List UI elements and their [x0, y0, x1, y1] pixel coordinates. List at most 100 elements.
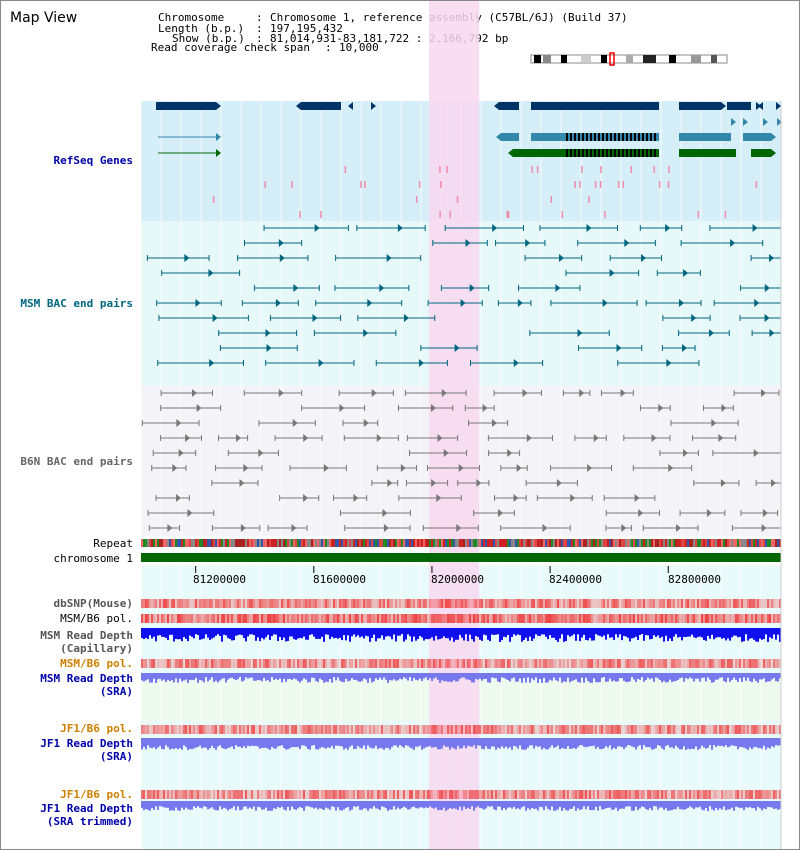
- read-depth-bar: [589, 628, 591, 638]
- heat-cell: [513, 790, 515, 799]
- read-depth-bar: [503, 628, 505, 637]
- track-label-jf1-depth[interactable]: JF1 Read Depth: [40, 737, 133, 750]
- heat-cell: [705, 790, 707, 799]
- heat-cell: [585, 725, 587, 734]
- read-depth-bar: [757, 673, 759, 683]
- heat-cell: [753, 790, 755, 799]
- read-depth-bar: [777, 801, 779, 810]
- repeat-element: [501, 539, 503, 547]
- heat-cell: [373, 599, 375, 608]
- bac-end-arrow: [730, 239, 736, 247]
- read-depth-bar: [225, 628, 227, 636]
- heat-cell: [589, 599, 591, 608]
- heat-cell: [741, 725, 743, 734]
- heat-cell: [777, 790, 779, 799]
- read-depth-bar: [235, 738, 237, 746]
- heat-cell: [431, 599, 433, 608]
- heat-cell: [391, 614, 393, 623]
- read-depth-bar: [695, 801, 697, 808]
- heat-cell: [559, 614, 561, 623]
- read-depth-bar: [209, 738, 211, 749]
- track-label-msm-pol-sra[interactable]: MSM/B6 pol.: [60, 657, 133, 670]
- heat-cell: [451, 725, 453, 734]
- repeat-element: [219, 539, 221, 547]
- heat-cell: [747, 725, 749, 734]
- track-label-refseq[interactable]: RefSeq Genes: [53, 154, 133, 167]
- read-depth-bar: [495, 801, 497, 811]
- track-label-jf1-pol[interactable]: JF1/B6 pol.: [60, 722, 133, 735]
- heat-cell: [239, 599, 241, 608]
- read-depth-bar: [203, 738, 205, 748]
- track-label-dbsnp[interactable]: dbSNP(Mouse): [53, 597, 133, 610]
- read-depth-bar: [683, 628, 685, 637]
- heat-cell: [533, 790, 535, 799]
- heat-cell: [147, 614, 149, 623]
- repeat-element: [535, 539, 537, 547]
- heat-cell: [575, 790, 577, 799]
- read-depth-bar: [169, 738, 171, 750]
- read-depth-bar: [419, 738, 421, 746]
- repeat-element: [349, 539, 351, 547]
- heat-cell: [473, 614, 475, 623]
- heat-cell: [279, 599, 281, 608]
- heat-cell: [483, 725, 485, 734]
- heat-cell: [751, 599, 753, 608]
- read-depth-bar: [617, 738, 619, 747]
- read-depth-bar: [563, 628, 565, 642]
- heat-cell: [619, 599, 621, 608]
- repeat-element: [203, 539, 205, 547]
- heat-cell: [757, 599, 759, 608]
- heat-cell: [457, 614, 459, 623]
- read-depth-bar: [219, 628, 221, 636]
- read-depth-bar: [163, 628, 165, 638]
- heat-cell: [303, 614, 305, 623]
- read-depth-bar: [289, 738, 291, 749]
- heat-cell: [145, 599, 147, 608]
- read-depth-bar: [631, 673, 633, 678]
- heat-cell: [447, 659, 449, 668]
- heat-cell: [713, 659, 715, 668]
- track-label-repeat[interactable]: Repeat: [93, 537, 133, 550]
- heat-cell: [525, 659, 527, 668]
- heat-cell: [359, 659, 361, 668]
- bac-end-arrow: [383, 524, 389, 532]
- read-depth-bar: [463, 738, 465, 746]
- track-label-msm-depth-cap[interactable]: MSM Read Depth: [40, 629, 133, 642]
- heat-cell: [741, 659, 743, 668]
- heat-cell: [147, 790, 149, 799]
- heat-cell: [741, 599, 743, 608]
- track-label-msm-pol[interactable]: MSM/B6 pol.: [60, 612, 133, 625]
- ideogram-band: [561, 55, 567, 63]
- heat-cell: [685, 599, 687, 608]
- read-depth-bar: [455, 628, 457, 640]
- heat-cell: [597, 790, 599, 799]
- read-depth-bar: [675, 673, 677, 682]
- heat-cell: [449, 614, 451, 623]
- heat-cell: [577, 790, 579, 799]
- track-label-jf1-pol-trim[interactable]: JF1/B6 pol.: [60, 788, 133, 801]
- heat-cell: [299, 725, 301, 734]
- heat-cell: [201, 599, 203, 608]
- track-label-b6n-bac[interactable]: B6N BAC end pairs: [20, 455, 133, 468]
- heat-cell: [225, 614, 227, 623]
- read-depth-bar: [419, 628, 421, 637]
- heat-cell: [549, 614, 551, 623]
- read-depth-bar: [629, 628, 631, 642]
- heat-cell: [503, 790, 505, 799]
- heat-cell: [491, 599, 493, 608]
- heat-cell: [511, 599, 513, 608]
- read-depth-bar: [393, 738, 395, 746]
- heat-cell: [573, 790, 575, 799]
- heat-cell: [397, 725, 399, 734]
- heat-cell: [231, 725, 233, 734]
- track-label-chromosome[interactable]: chromosome 1: [53, 552, 133, 565]
- read-depth-bar: [643, 628, 645, 641]
- bac-end-arrow: [711, 419, 717, 427]
- track-label-msm-bac[interactable]: MSM BAC end pairs: [20, 297, 133, 310]
- heat-cell: [667, 614, 669, 623]
- heat-cell: [697, 659, 699, 668]
- track-label-msm-depth-sra[interactable]: MSM Read Depth: [40, 672, 133, 685]
- read-depth-bar: [391, 628, 393, 640]
- track-label-jf1-depth-trim[interactable]: JF1 Read Depth: [40, 802, 133, 815]
